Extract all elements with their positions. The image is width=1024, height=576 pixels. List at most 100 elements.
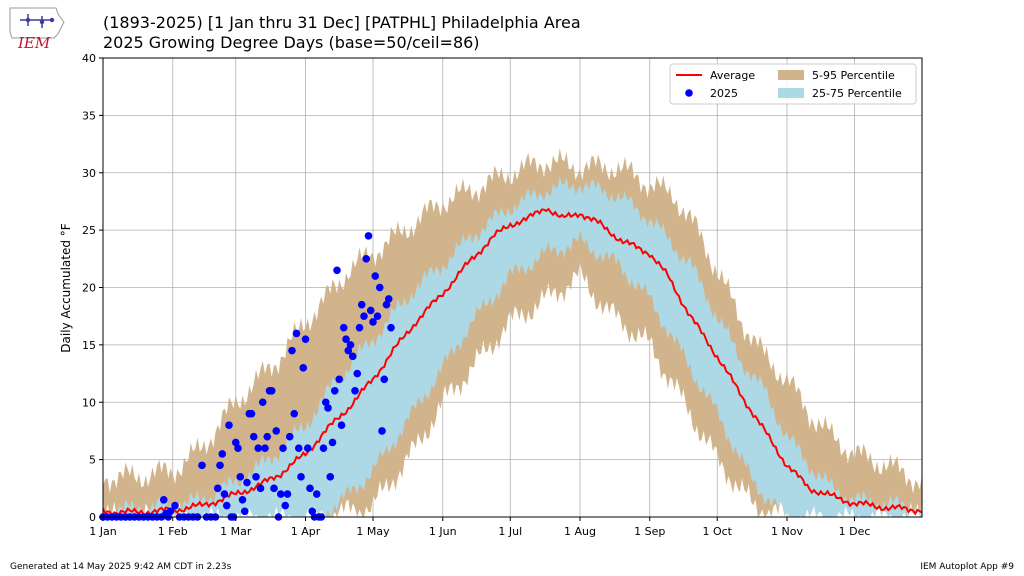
obs-2025-point xyxy=(337,421,346,430)
x-tick-label: 1 Nov xyxy=(771,525,803,538)
obs-2025-point xyxy=(220,490,229,498)
obs-2025-point xyxy=(254,444,263,452)
obs-2025-point xyxy=(324,404,332,412)
x-tick-label: 1 Dec xyxy=(839,525,871,538)
obs-2025-point xyxy=(272,427,281,435)
x-tick-label: 1 Mar xyxy=(220,525,252,538)
obs-2025-point xyxy=(276,490,285,498)
obs-2025-point xyxy=(357,300,366,309)
obs-2025-point xyxy=(308,507,317,516)
obs-2025-point xyxy=(243,478,251,487)
y-tick-label: 10 xyxy=(82,396,96,409)
legend-swatch-2025 xyxy=(685,89,693,97)
obs-2025-point xyxy=(335,375,344,384)
obs-2025-point xyxy=(231,438,240,447)
obs-2025-point xyxy=(328,438,337,447)
iowa-map-icon: IEM xyxy=(9,7,65,52)
x-tick-label: 1 Sep xyxy=(634,525,665,538)
generated-timestamp: Generated at 14 May 2025 9:42 AM CDT in … xyxy=(10,562,232,572)
obs-2025-point xyxy=(249,432,258,441)
legend-swatch-band xyxy=(778,70,804,80)
logo-text: IEM xyxy=(17,34,51,52)
obs-2025-point xyxy=(261,444,269,452)
y-axis-label: Daily Accumulated °F xyxy=(59,223,73,352)
obs-2025-point xyxy=(216,461,224,470)
obs-2025-point xyxy=(166,507,175,516)
obs-2025-point xyxy=(247,409,256,418)
obs-2025-point xyxy=(303,444,312,452)
obs-2025-point xyxy=(240,507,249,516)
y-tick-label: 30 xyxy=(82,167,96,180)
obs-2025-point xyxy=(267,386,276,395)
obs-2025-point xyxy=(342,335,350,343)
obs-2025-point xyxy=(225,421,233,430)
obs-2025-point xyxy=(283,490,292,498)
obs-2025-point xyxy=(281,501,290,510)
obs-2025-point xyxy=(290,409,299,418)
obs-2025-point xyxy=(366,306,375,315)
iem-logo: IEM xyxy=(6,4,66,52)
y-tick-label: 0 xyxy=(89,511,96,524)
obs-2025-point xyxy=(258,398,267,407)
legend: Average 2025 5-95 Percentile 25-75 Percenti… xyxy=(669,63,917,105)
obs-2025-point xyxy=(380,375,389,384)
x-tick-label: 1 Jan xyxy=(89,525,116,538)
x-tick-label: 1 Aug xyxy=(564,525,596,538)
x-axis: 1 Jan 1 Feb 1 Mar 1 Apr 1 May 1 Jun 1 Jul 1 Aug… xyxy=(89,517,870,538)
x-tick-label: 1 Apr xyxy=(291,525,321,538)
obs-2025-point xyxy=(360,312,368,320)
obs-2025-point xyxy=(252,473,260,481)
obs-2025-point xyxy=(346,341,355,349)
obs-2025-point xyxy=(362,255,371,263)
obs-2025-point xyxy=(222,501,231,510)
legend-box xyxy=(669,63,917,105)
band-25-75 xyxy=(103,176,922,517)
x-tick-label: 1 Oct xyxy=(702,525,732,538)
app-credit: IEM Autoplot App #9 xyxy=(920,562,1014,572)
obs-2025-point xyxy=(355,323,364,332)
legend-label: 2025 xyxy=(710,87,738,100)
obs-2025-point xyxy=(333,266,341,275)
obs-2025-point xyxy=(339,323,348,332)
obs-2025-point xyxy=(236,473,245,481)
band-25-75-layer xyxy=(103,176,922,517)
obs-2025-point xyxy=(371,272,380,280)
y-tick-label: 20 xyxy=(82,282,96,295)
obs-2025-point xyxy=(159,495,168,504)
obs-2025-point xyxy=(375,283,384,292)
obs-2025-point xyxy=(292,329,301,338)
obs-2025-point xyxy=(378,427,386,435)
legend-label: 5-95 Percentile xyxy=(812,69,895,82)
legend-swatch-band xyxy=(778,88,804,98)
obs-2025-point xyxy=(171,501,179,510)
obs-2025-point xyxy=(344,346,353,355)
chart-title-line1: (1893-2025) [1 Jan thru 31 Dec] [PATPHL]… xyxy=(103,13,581,32)
obs-2025-point xyxy=(369,318,377,326)
x-tick-label: 1 May xyxy=(356,525,390,538)
y-axis: 0 5 10 15 20 25 30 35 40 xyxy=(82,52,103,524)
obs-2025-point xyxy=(387,323,395,332)
obs-2025-point xyxy=(382,300,391,309)
y-tick-label: 15 xyxy=(82,339,96,352)
average-layer xyxy=(102,207,923,518)
y-tick-label: 25 xyxy=(82,224,96,237)
obs-2025-point xyxy=(213,484,222,493)
obs-2025-point xyxy=(256,484,265,493)
y-tick-label: 40 xyxy=(82,52,96,65)
obs-2025-point xyxy=(353,369,362,378)
x-tick-label: 1 Jun xyxy=(429,525,457,538)
obs-2025-point xyxy=(373,312,382,320)
obs-2025-point xyxy=(238,495,247,504)
y-tick-label: 35 xyxy=(82,109,96,122)
obs-2025-point xyxy=(294,444,303,452)
observations-2025-layer xyxy=(99,232,395,521)
obs-2025-point xyxy=(198,461,206,470)
x-tick-label: 1 Feb xyxy=(158,525,188,538)
obs-2025-point xyxy=(321,398,330,407)
obs-2025-point xyxy=(285,432,294,441)
obs-2025-point xyxy=(297,473,305,481)
obs-2025-point xyxy=(270,484,278,493)
obs-2025-point xyxy=(306,484,314,493)
obs-2025-point xyxy=(301,335,310,343)
